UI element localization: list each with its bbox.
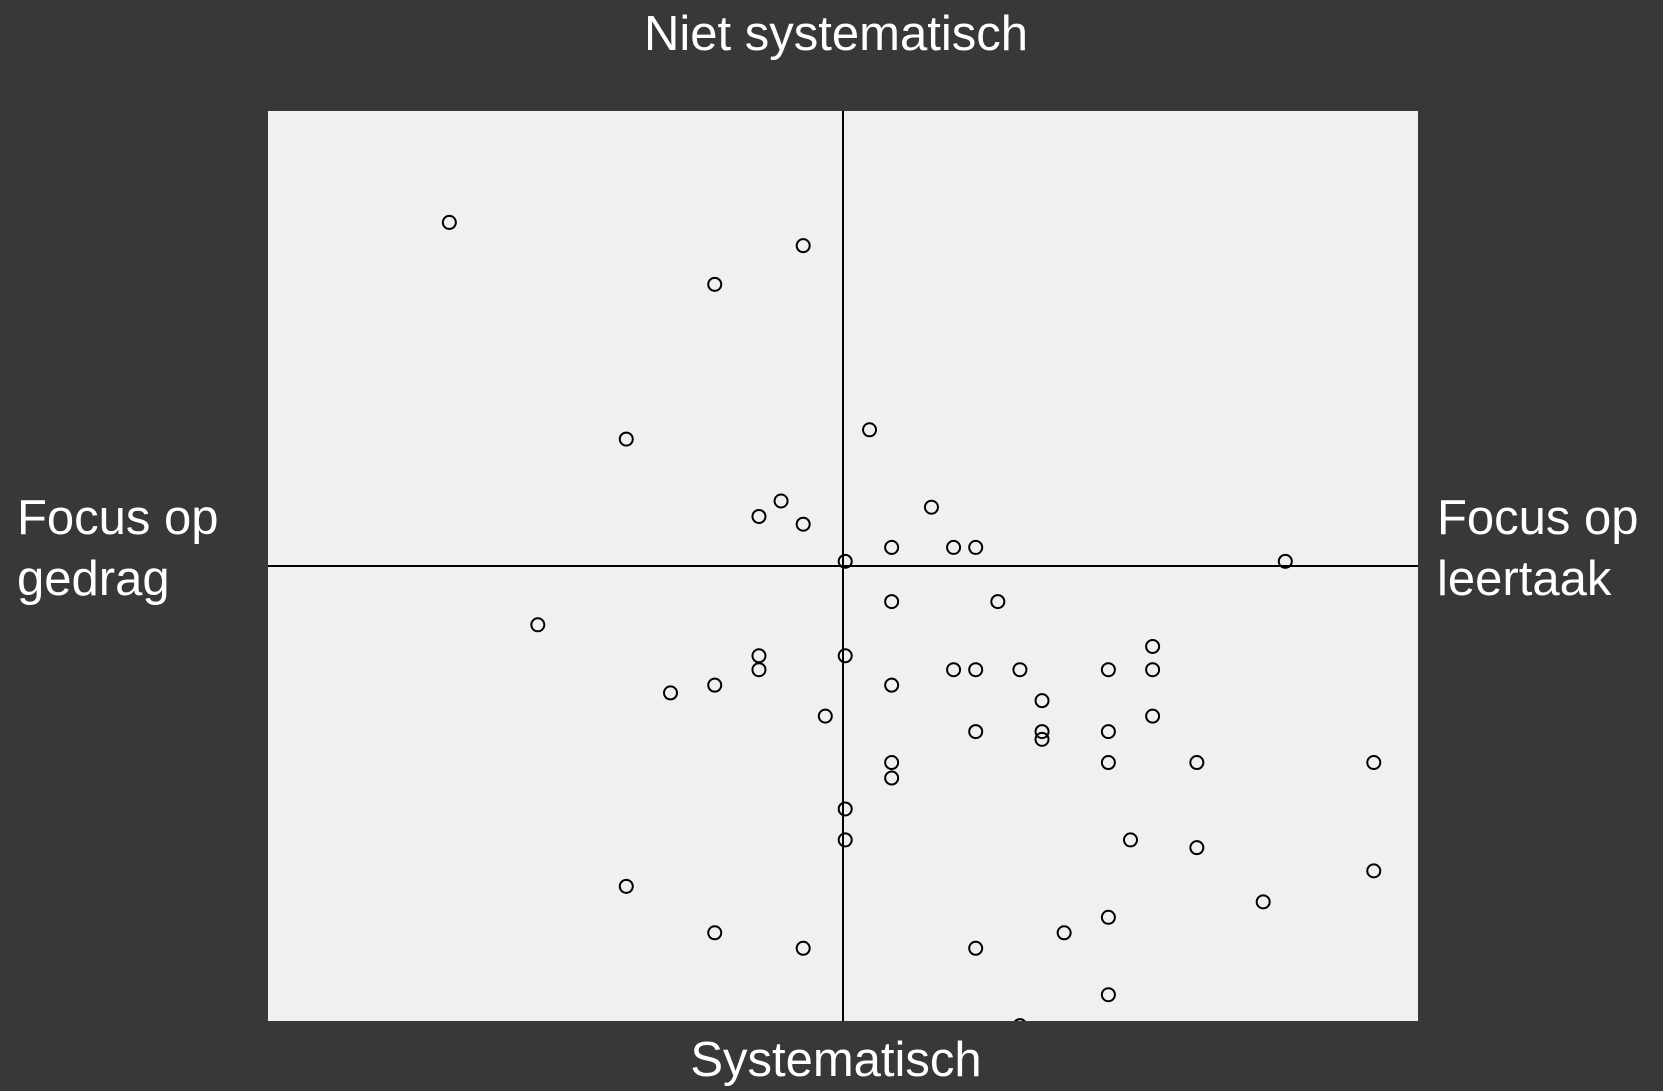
point bbox=[1100, 662, 1116, 678]
point bbox=[884, 677, 900, 693]
point bbox=[1034, 724, 1050, 740]
point bbox=[1255, 894, 1271, 910]
point bbox=[1100, 909, 1116, 925]
point bbox=[1145, 662, 1161, 678]
x-axis-label: Systematisch bbox=[690, 1033, 981, 1087]
point bbox=[1056, 925, 1072, 941]
point bbox=[884, 594, 900, 610]
point bbox=[837, 801, 853, 817]
point bbox=[990, 594, 1006, 610]
point bbox=[795, 516, 811, 532]
point bbox=[663, 685, 678, 701]
point bbox=[1034, 731, 1050, 747]
point bbox=[884, 770, 900, 786]
point bbox=[1145, 708, 1161, 724]
point bbox=[1366, 755, 1382, 771]
point bbox=[946, 662, 962, 678]
point bbox=[968, 539, 984, 555]
point bbox=[441, 214, 457, 230]
left-label: Focus op bbox=[17, 491, 219, 545]
left-label: gedrag bbox=[17, 552, 170, 606]
point bbox=[707, 925, 723, 941]
point bbox=[1100, 724, 1116, 740]
point bbox=[817, 708, 833, 724]
point bbox=[837, 553, 853, 569]
point bbox=[1277, 553, 1293, 569]
point bbox=[1145, 638, 1161, 654]
point bbox=[1100, 987, 1116, 1003]
point bbox=[837, 832, 853, 848]
axes bbox=[268, 111, 1418, 1021]
point bbox=[862, 422, 878, 438]
point bbox=[1014, 1018, 1026, 1021]
point bbox=[707, 276, 723, 292]
point bbox=[773, 493, 789, 509]
point bbox=[884, 755, 900, 771]
point bbox=[1189, 755, 1205, 771]
chart-title: Niet systematisch bbox=[644, 7, 1028, 61]
point bbox=[1366, 863, 1382, 879]
point bbox=[968, 662, 984, 678]
point bbox=[1034, 693, 1050, 709]
point bbox=[923, 499, 939, 515]
point bbox=[795, 238, 811, 254]
point bbox=[1189, 840, 1205, 856]
point bbox=[707, 677, 723, 693]
point bbox=[946, 539, 962, 555]
point bbox=[968, 724, 984, 740]
points bbox=[441, 214, 1382, 1021]
point bbox=[751, 662, 767, 678]
point bbox=[837, 648, 853, 664]
point bbox=[618, 431, 634, 447]
point bbox=[795, 940, 811, 956]
point bbox=[1100, 755, 1116, 771]
point bbox=[884, 539, 900, 555]
point bbox=[1012, 662, 1028, 678]
right-label: leertaak bbox=[1437, 552, 1612, 606]
right-label: Focus op bbox=[1437, 491, 1639, 545]
point bbox=[530, 617, 546, 633]
point bbox=[968, 940, 984, 956]
point bbox=[1123, 832, 1138, 848]
point bbox=[751, 508, 767, 524]
point bbox=[618, 878, 634, 894]
